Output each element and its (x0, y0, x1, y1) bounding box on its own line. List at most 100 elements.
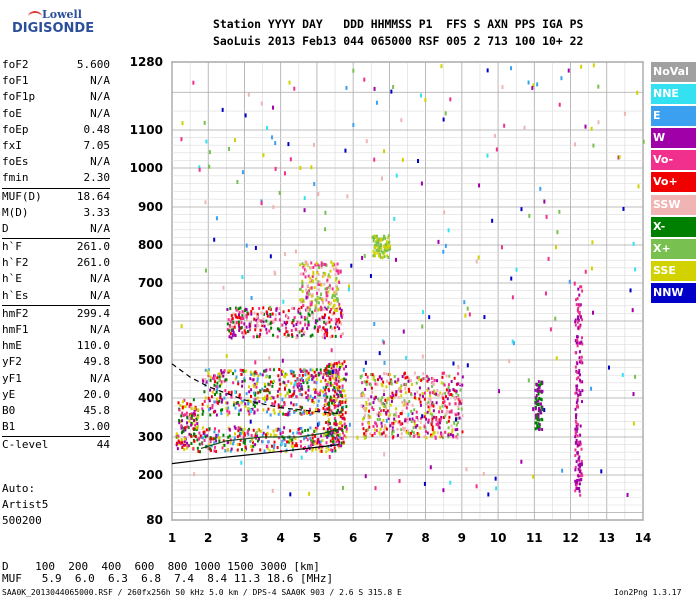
echo-point (493, 133, 496, 138)
echo-point (290, 329, 293, 333)
echo-point (308, 374, 311, 378)
echo-point (322, 376, 325, 380)
echo-point (247, 312, 250, 316)
echo-point (412, 434, 415, 438)
echo-point (366, 375, 369, 379)
echo-point (184, 428, 187, 432)
echo-point (388, 381, 391, 385)
echo-point (272, 429, 275, 433)
param-separator (2, 187, 110, 189)
echo-point (236, 180, 239, 185)
echo-point (580, 447, 583, 451)
echo-point (260, 101, 263, 106)
echo-point (182, 429, 185, 433)
echo-point (580, 361, 583, 365)
echo-point (520, 459, 523, 464)
echo-point (457, 412, 460, 416)
echo-point (415, 410, 418, 414)
echo-point (377, 414, 380, 418)
echo-point (292, 403, 295, 407)
echo-point (402, 403, 405, 407)
echo-point (256, 333, 259, 337)
echo-point (623, 111, 626, 116)
echo-point (254, 434, 257, 438)
echo-point (268, 329, 271, 333)
echo-point (242, 335, 245, 339)
echo-point (313, 380, 316, 384)
echo-point (317, 422, 320, 427)
echo-point (314, 298, 317, 302)
echo-point (222, 433, 225, 437)
echo-point (268, 375, 271, 379)
echo-point (185, 411, 188, 415)
echo-point (576, 487, 579, 491)
echo-point (295, 322, 298, 326)
echo-point (327, 418, 330, 422)
legend-item: X- (651, 216, 696, 237)
echo-point (382, 244, 385, 248)
echo-point (196, 422, 199, 426)
echo-point (214, 427, 217, 431)
echo-point (296, 385, 299, 389)
echo-point (322, 273, 325, 277)
echo-point (286, 413, 289, 417)
echo-point (300, 393, 303, 397)
echo-point (300, 315, 303, 319)
echo-point (249, 370, 252, 374)
echo-point (250, 409, 253, 414)
echo-point (238, 395, 241, 399)
echo-point (236, 435, 239, 439)
echo-point (301, 379, 304, 383)
echo-point (259, 328, 262, 332)
echo-point (334, 373, 337, 377)
echo-point (422, 310, 425, 315)
echo-point (317, 325, 320, 329)
echo-point (332, 304, 335, 308)
echo-point (463, 300, 466, 305)
echo-point (560, 76, 563, 81)
echo-point (334, 294, 337, 298)
echo-point (294, 249, 297, 254)
echo-point (515, 267, 518, 272)
echo-point (213, 237, 216, 242)
echo-point (321, 298, 324, 302)
echo-point (391, 423, 394, 427)
echo-point (455, 391, 458, 395)
echo-point (330, 348, 333, 353)
echo-point (286, 330, 289, 334)
echo-point (306, 411, 309, 415)
echo-point (578, 443, 581, 447)
echo-point (579, 493, 582, 497)
echo-point (227, 369, 230, 373)
echo-point (372, 408, 375, 412)
echo-point (189, 413, 192, 417)
echo-point (250, 310, 253, 314)
echo-point (456, 412, 459, 416)
echo-point (401, 375, 404, 379)
echo-point (273, 270, 276, 275)
x-tick-label: 14 (635, 531, 652, 545)
echo-point (301, 279, 304, 283)
param-name: fmin (2, 171, 29, 185)
echo-point (600, 469, 603, 474)
echo-point (209, 378, 212, 382)
echo-point (266, 410, 269, 414)
echo-point (283, 436, 286, 440)
echo-point (203, 430, 206, 434)
echo-point (230, 314, 233, 318)
echo-point (322, 390, 325, 394)
echo-point (306, 284, 309, 288)
echo-point (379, 239, 382, 243)
echo-point (482, 472, 485, 477)
echo-point (380, 424, 383, 428)
echo-point (475, 259, 478, 264)
echo-point (237, 323, 240, 327)
echo-point (329, 335, 332, 339)
echo-point (211, 376, 214, 380)
echo-point (313, 400, 316, 404)
echo-point (383, 251, 386, 255)
echo-point (281, 323, 284, 327)
echo-point (378, 407, 381, 411)
echo-point (211, 403, 214, 407)
echo-point (310, 286, 313, 290)
